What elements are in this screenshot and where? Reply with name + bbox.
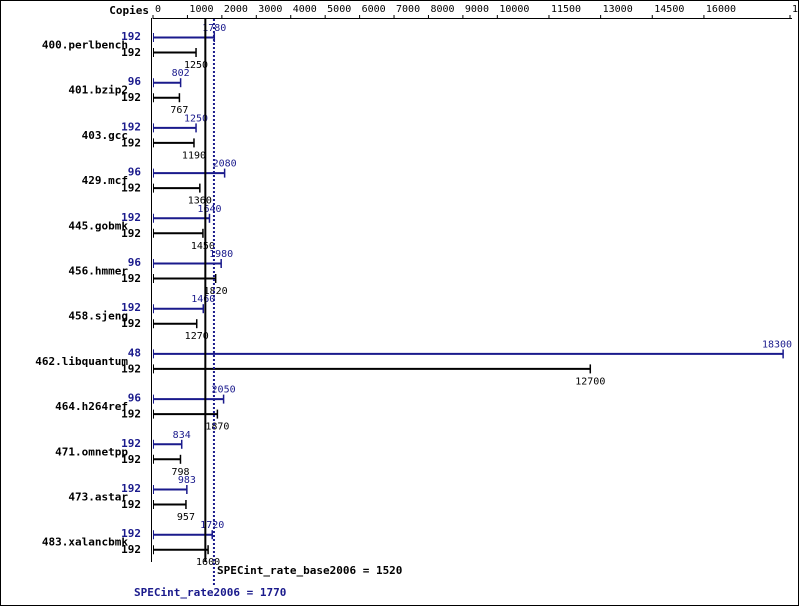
benchmark-label: 403.gcc	[82, 129, 128, 142]
x-tick-label: 8000	[430, 4, 454, 15]
x-tick-label: 9000	[465, 4, 489, 15]
base-copies-label: 192	[121, 46, 141, 59]
peak-copies-label: 48	[128, 346, 141, 359]
base-copies-label: 192	[121, 543, 141, 556]
base-value-label: 1360	[188, 196, 212, 207]
peak-value-label: 1250	[184, 113, 208, 124]
base-copies-label: 192	[121, 498, 141, 511]
base-copies-label: 192	[121, 362, 141, 375]
peak-value-label: 802	[172, 68, 190, 79]
x-tick-label: 16000	[706, 4, 736, 15]
benchmark-label: 456.hmmer	[68, 265, 128, 278]
x-tick-label: 6000	[362, 4, 386, 15]
x-tick-label: 7000	[396, 4, 420, 15]
x-tick-label: 11500	[551, 4, 581, 15]
x-tick-label: 18500	[792, 4, 799, 15]
bars-layer: 400.perlbench19219217801250401.bzip29619…	[35, 23, 792, 568]
x-axis: 0 1000 2000 3000 4000 5000 6000 7000 8000 9000 100…	[151, 4, 799, 562]
benchmark-label: 400.perlbench	[42, 39, 128, 52]
peak-value-label: 18300	[762, 339, 792, 350]
x-tick-label: 10000	[499, 4, 529, 15]
base-value-label: 767	[170, 105, 188, 116]
benchmark-label: 429.mcf	[82, 174, 128, 187]
benchmark-label: 462.libquantum	[35, 355, 128, 368]
x-tick-label: 4000	[293, 4, 317, 15]
peak-copies-label: 96	[128, 166, 142, 179]
peak-copies-label: 96	[128, 392, 142, 405]
benchmark-label: 473.astar	[68, 491, 128, 504]
base-summary-label: SPECint_rate_base2006 = 1520	[217, 564, 402, 577]
base-value-label: 12700	[575, 376, 605, 387]
peak-copies-label: 192	[121, 120, 141, 133]
peak-copies-label: 192	[121, 301, 141, 314]
peak-copies-label: 192	[121, 211, 141, 224]
peak-copies-label: 192	[121, 30, 141, 43]
x-tick-label: 14500	[654, 4, 684, 15]
base-value-label: 1190	[182, 150, 206, 161]
base-value-label: 798	[171, 467, 189, 478]
benchmark-label: 401.bzip2	[68, 84, 128, 97]
base-copies-label: 192	[121, 317, 141, 330]
peak-value-label: 983	[178, 475, 196, 486]
base-value-label: 1250	[184, 60, 208, 71]
x-tick-label: 1000	[189, 4, 213, 15]
base-value-label: 1270	[185, 331, 209, 342]
peak-summary-label: SPECint_rate2006 = 1770	[134, 586, 286, 599]
base-copies-label: 192	[121, 272, 141, 285]
base-value-label: 1450	[191, 241, 215, 252]
x-tick-label: 0	[155, 4, 161, 15]
peak-copies-label: 192	[121, 527, 141, 540]
peak-value-label: 2080	[213, 159, 237, 170]
benchmark-label: 483.xalancbmk	[42, 536, 128, 549]
base-value-label: 1870	[205, 422, 229, 433]
base-copies-label: 192	[121, 227, 141, 240]
copies-label: Copies	[109, 4, 149, 17]
peak-copies-label: 192	[121, 482, 141, 495]
base-value-label: 957	[177, 512, 195, 523]
peak-copies-label: 96	[128, 256, 142, 269]
peak-copies-label: 96	[128, 75, 142, 88]
peak-value-label: 1980	[209, 249, 233, 260]
x-tick-label: 3000	[258, 4, 282, 15]
peak-value-label: 834	[173, 430, 191, 441]
base-copies-label: 192	[121, 182, 141, 195]
base-copies-label: 192	[121, 408, 141, 421]
peak-value-label: 2050	[212, 385, 236, 396]
peak-value-label: 1460	[191, 294, 215, 305]
base-value-label: 1820	[204, 286, 228, 297]
base-value-label: 1600	[196, 557, 220, 568]
benchmark-label: 464.h264ref	[55, 400, 128, 413]
benchmark-label: 458.sjeng	[68, 310, 128, 323]
base-copies-label: 192	[121, 136, 141, 149]
base-copies-label: 192	[121, 453, 141, 466]
peak-value-label: 1640	[197, 204, 221, 215]
base-copies-label: 192	[121, 91, 141, 104]
x-tick-label: 13000	[603, 4, 633, 15]
x-tick-label: 2000	[224, 4, 248, 15]
summary-layer: SPECint_rate_base2006 = 1520 SPECint_rat…	[134, 19, 402, 599]
x-tick-label: 5000	[327, 4, 351, 15]
peak-copies-label: 192	[121, 437, 141, 450]
benchmark-label: 471.omnetpp	[55, 445, 128, 458]
benchmark-label: 445.gobmk	[68, 219, 128, 232]
peak-value-label: 1720	[200, 520, 224, 531]
